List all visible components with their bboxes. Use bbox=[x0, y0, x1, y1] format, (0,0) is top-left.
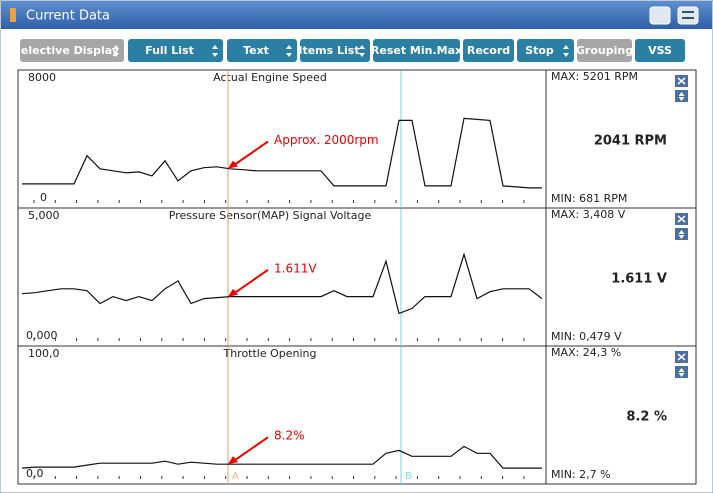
retry-icon[interactable] bbox=[649, 6, 671, 25]
arrow-head bbox=[228, 456, 238, 465]
button-label: Grouping bbox=[576, 44, 633, 57]
y-min-label: 0,000 bbox=[26, 329, 58, 342]
annotation: 1.611V bbox=[274, 261, 317, 275]
current-value: 1.611 V bbox=[611, 272, 667, 287]
panel-title: Pressure Sensor(MAP) Signal Voltage bbox=[169, 209, 372, 222]
button-label: Items List bbox=[298, 44, 359, 57]
dropdown-arrow bbox=[359, 45, 365, 57]
dropdown-arrow bbox=[212, 45, 218, 57]
current-value: 8.2 % bbox=[626, 410, 667, 425]
resize-arrows bbox=[678, 368, 685, 377]
dropdown-arrow bbox=[286, 45, 292, 57]
title-bar bbox=[1, 1, 712, 29]
toolbar-button[interactable] bbox=[635, 39, 685, 62]
max-text: MAX: 3,408 V bbox=[551, 208, 626, 221]
annotation: Approx. 2000rpm bbox=[274, 133, 379, 147]
arrow-head bbox=[228, 160, 238, 169]
annotation-arrow bbox=[231, 140, 269, 168]
button-label: Text bbox=[243, 44, 269, 57]
y-max-label: 5,000 bbox=[28, 209, 60, 222]
max-text: MAX: 24,3 % bbox=[551, 346, 621, 359]
panel-title: Throttle Opening bbox=[222, 347, 316, 360]
annotation-arrow bbox=[231, 268, 269, 296]
min-text: MIN: 681 RPM bbox=[551, 192, 627, 205]
cursor-label: B bbox=[405, 471, 412, 482]
max-text: MAX: 5201 RPM bbox=[551, 70, 638, 83]
y-max-label: 100,0 bbox=[28, 347, 60, 360]
close-x bbox=[677, 215, 686, 223]
title-icon bbox=[10, 8, 16, 22]
signal-trace bbox=[21, 252, 543, 315]
resize-arrows bbox=[678, 230, 685, 239]
min-text: MIN: 0,479 V bbox=[551, 330, 622, 343]
button-label: Selective Display bbox=[13, 44, 119, 57]
button-label: Reset Min.Max bbox=[371, 44, 462, 57]
min-text: MIN: 2,7 % bbox=[551, 468, 611, 481]
current-value: 2041 RPM bbox=[594, 134, 667, 149]
signal-trace bbox=[21, 445, 542, 469]
y-min-label: 0 bbox=[40, 191, 47, 204]
button-label: Record bbox=[467, 44, 510, 57]
graph-frame bbox=[17, 69, 697, 485]
toolbar-button[interactable] bbox=[577, 39, 632, 62]
toolbar-button[interactable] bbox=[373, 39, 460, 62]
resize-arrows bbox=[678, 92, 685, 101]
panel-title: Actual Engine Speed bbox=[213, 71, 327, 84]
toolbar-button[interactable] bbox=[300, 39, 370, 62]
button-label: Full List bbox=[145, 44, 194, 57]
close-x bbox=[677, 77, 686, 85]
toolbar-button[interactable] bbox=[128, 39, 223, 62]
button-label: VSS bbox=[648, 44, 672, 57]
annotation-arrow bbox=[231, 436, 269, 463]
arrow-head bbox=[228, 288, 238, 297]
dropdown-arrow bbox=[113, 45, 119, 57]
window-title: Current Data bbox=[26, 9, 110, 24]
dropdown-arrow bbox=[563, 45, 569, 57]
annotation: 8.2% bbox=[274, 429, 305, 443]
signal-trace bbox=[22, 117, 542, 189]
close-x bbox=[677, 353, 686, 361]
menu-icon[interactable] bbox=[677, 6, 699, 25]
toolbar-button[interactable] bbox=[227, 39, 297, 62]
button-label: Stop bbox=[525, 44, 554, 57]
cursor-label: A bbox=[232, 471, 239, 482]
toolbar-button[interactable] bbox=[20, 39, 124, 62]
y-min-label: 0,0 bbox=[26, 467, 44, 480]
toolbar-button[interactable] bbox=[517, 39, 574, 62]
toolbar-button[interactable] bbox=[463, 39, 514, 62]
y-max-label: 8000 bbox=[28, 71, 56, 84]
